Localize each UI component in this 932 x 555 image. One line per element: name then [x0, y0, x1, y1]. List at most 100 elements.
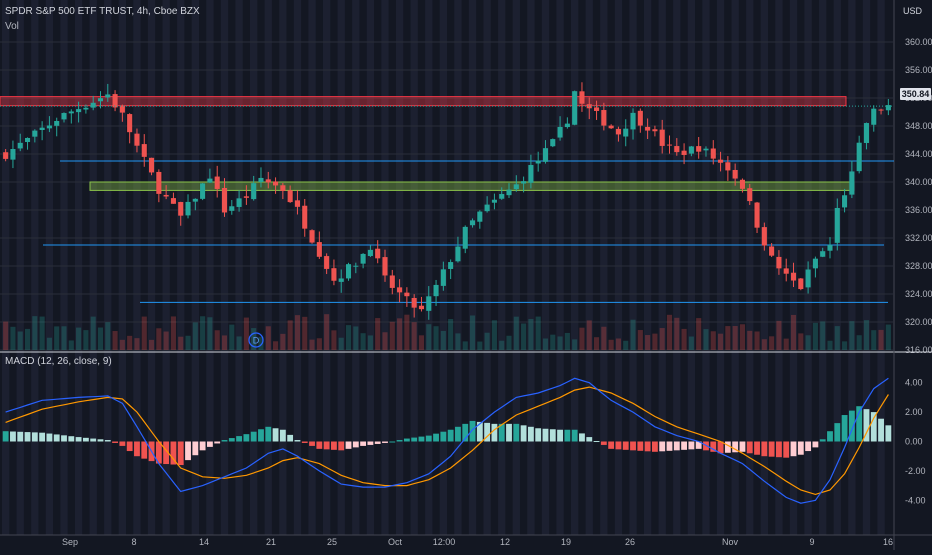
volume-bar: [345, 325, 352, 350]
macd-histogram-bar: [382, 441, 388, 443]
macd-histogram-bar: [754, 441, 760, 455]
volume-bar: [360, 333, 366, 350]
macd-histogram-bar: [535, 428, 542, 442]
candle-body: [39, 127, 45, 131]
macd-histogram-bar: [615, 441, 622, 450]
background-stripe: [177, 0, 185, 535]
volume-bar: [572, 339, 578, 350]
time-tick-label: 26: [625, 537, 635, 547]
macd-histogram-bar: [491, 423, 498, 442]
volume-bar: [769, 336, 775, 350]
macd-label: MACD (12, 26, close, 9): [5, 356, 112, 367]
volume-bar: [834, 326, 840, 350]
macd-histogram-bar: [90, 438, 97, 442]
volume-bar: [878, 329, 884, 350]
volume-bar: [61, 326, 67, 350]
volume-bar: [747, 330, 753, 350]
candle-body: [827, 244, 833, 251]
candle-body: [790, 272, 797, 281]
candle-body: [878, 109, 884, 111]
background-stripe: [556, 0, 564, 535]
macd-histogram-bar: [396, 440, 403, 442]
macd-histogram-bar: [746, 441, 753, 454]
background-stripe: [293, 0, 302, 535]
volume-bar: [761, 339, 767, 350]
macd-histogram-bar: [425, 435, 432, 442]
candle-body: [608, 125, 614, 129]
candle-body: [316, 242, 322, 257]
volume-bar: [24, 328, 31, 350]
volume-bar: [251, 328, 257, 350]
background-stripe: [220, 0, 229, 535]
macd-histogram-bar: [724, 441, 731, 453]
macd-histogram-bar: [651, 441, 658, 452]
background-stripe: [31, 0, 39, 535]
price-tick-label: 356.00: [905, 65, 932, 75]
candle-body: [309, 230, 315, 243]
volume-bar: [557, 336, 563, 350]
candle-body: [564, 123, 570, 128]
candle-body: [805, 269, 811, 288]
volume-bar: [39, 316, 45, 350]
volume-bar: [316, 338, 322, 350]
volume-bar: [382, 332, 388, 350]
candle-body: [557, 126, 563, 138]
candle-body: [696, 146, 702, 152]
volume-bar: [885, 324, 891, 350]
volume-bar: [331, 330, 337, 350]
macd-histogram-bar: [316, 441, 323, 449]
macd-histogram-bar: [323, 441, 330, 450]
candle-body: [375, 248, 381, 259]
candle-body: [294, 200, 301, 207]
candle-body: [652, 129, 658, 132]
time-tick-label: 12:00: [433, 537, 456, 547]
volume-bar: [798, 333, 804, 350]
volume-bar: [324, 314, 330, 350]
candle-body: [178, 202, 184, 216]
macd-histogram-bar: [163, 441, 170, 465]
background-stripe: [206, 0, 214, 535]
volume-bar: [418, 335, 425, 350]
macd-histogram-bar: [243, 434, 250, 442]
macd-histogram-bar: [228, 438, 235, 442]
background-stripe: [74, 0, 83, 535]
volume-bar: [469, 315, 476, 350]
background-stripe: [454, 0, 462, 535]
macd-histogram-bar: [637, 441, 644, 451]
background-stripe: [585, 0, 593, 535]
macd-histogram-bar: [608, 441, 615, 449]
candle-body: [871, 108, 877, 125]
candle-body: [236, 198, 242, 207]
macd-histogram-bar: [870, 412, 877, 442]
candle-body: [863, 123, 870, 143]
volume-bar: [725, 326, 731, 350]
volume-bar: [426, 324, 432, 350]
candle-body: [659, 129, 665, 146]
macd-histogram-bar: [433, 433, 439, 442]
macd-histogram-bar: [783, 441, 790, 458]
volume-bar: [375, 318, 381, 350]
volume-bar: [871, 330, 877, 350]
volume-bar: [477, 341, 483, 350]
volume-bar: [229, 324, 235, 350]
volume-bar: [579, 327, 585, 350]
price-tick-label: 336.00: [905, 205, 932, 215]
candle-body: [725, 162, 731, 171]
macd-histogram-bar: [812, 441, 819, 448]
background-stripe: [862, 0, 871, 535]
macd-histogram-bar: [557, 429, 563, 442]
background-stripe: [264, 0, 272, 535]
candle-body: [61, 113, 67, 120]
macd-histogram-bar: [681, 441, 688, 450]
macd-histogram-bar: [586, 437, 593, 442]
macd-histogram-bar: [797, 441, 804, 455]
volume-bar: [849, 321, 855, 350]
volume-bar: [68, 340, 74, 350]
volume-bar: [134, 338, 140, 350]
macd-histogram-bar: [695, 441, 702, 449]
macd-histogram-bar: [455, 426, 461, 442]
time-tick-label: 8: [131, 537, 136, 547]
background-stripe: [746, 0, 754, 535]
